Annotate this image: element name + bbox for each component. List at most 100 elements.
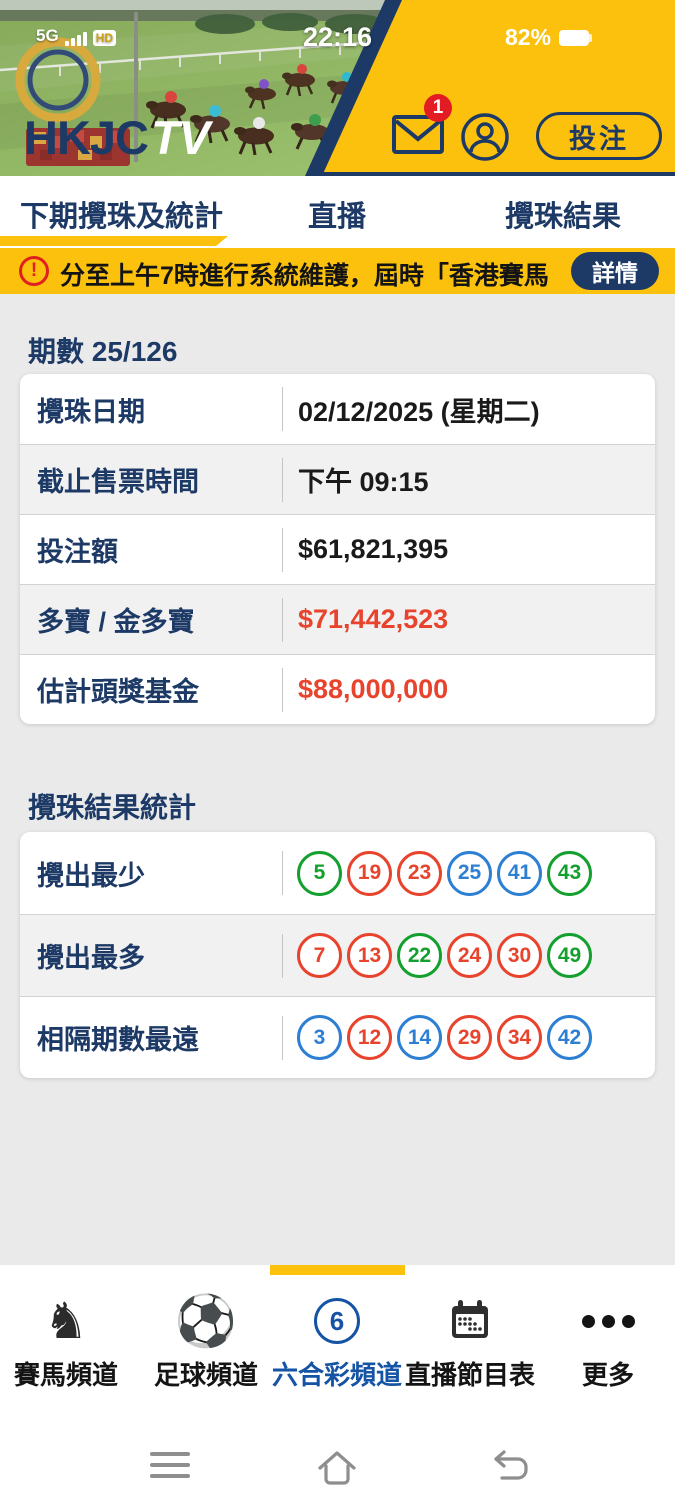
lottery-ball: 14	[397, 1015, 442, 1060]
row-value: $71,442,523	[298, 604, 449, 634]
notice-details-button[interactable]: 詳情	[571, 252, 659, 290]
battery-icon	[559, 29, 593, 46]
back-icon[interactable]	[490, 1447, 534, 1492]
row-label: 多寶 / 金多寶	[37, 607, 195, 637]
draw-info-table: 攪珠日期 02/12/2025 (星期二) 截止售票時間 下午 09:15 投注額 $61…	[20, 374, 655, 724]
tab-next-draw-stats[interactable]: 下期攪珠及統計	[20, 201, 224, 233]
lottery-ball: 25	[447, 850, 492, 896]
account-button[interactable]	[460, 112, 510, 167]
logo-hkjc-text: HKJC	[24, 111, 149, 164]
nav-item-calendar[interactable]: 直播節目表	[390, 1295, 550, 1392]
clock-time: 22:16	[303, 22, 373, 52]
lottery-ball: 41	[497, 850, 542, 896]
table-row: 攪出最少 5 19 23 25 41 43	[20, 832, 655, 914]
tab-draw-results[interactable]: 攪珠結果	[504, 201, 622, 233]
ball-list: 3 12 14 29 34 42	[283, 1015, 592, 1060]
active-tab-indicator	[0, 236, 228, 246]
row-label: 攪出最少	[37, 860, 145, 891]
network-type-label: 5G	[36, 26, 59, 45]
soccer-glyph: ⚽	[174, 1292, 238, 1350]
column-divider	[282, 527, 283, 572]
column-divider	[282, 457, 283, 502]
winning-post-arch	[15, 12, 138, 166]
active-channel-indicator	[270, 1265, 405, 1275]
nav-item-soccer[interactable]: ⚽ 足球頻道	[126, 1295, 286, 1392]
lottery-ball: 34	[497, 1015, 542, 1060]
table-row: 攪珠日期 02/12/2025 (星期二)	[20, 374, 655, 444]
more-dot	[581, 1314, 595, 1328]
app-header: HKJCTV 5G HD 22:16 82% 1	[0, 0, 675, 176]
section-tabbar: 下期攪珠及統計 直播 攪珠結果	[0, 176, 675, 248]
mail-icon	[392, 115, 444, 154]
more-icon	[581, 1295, 635, 1347]
more-dot	[601, 1314, 615, 1328]
lottery-ball: 12	[347, 1015, 392, 1060]
signal-strength-icon	[64, 32, 87, 46]
horse-icon: ♞	[44, 1295, 89, 1347]
battery-percent: 82%	[505, 24, 552, 50]
table-row: 攪出最多 7 13 22 24 30 49	[20, 914, 655, 996]
row-label: 截止售票時間	[37, 467, 199, 497]
calendar-icon	[447, 1295, 493, 1347]
menu-icon[interactable]	[150, 1447, 190, 1478]
row-label: 攪出最多	[37, 943, 145, 973]
more-dots	[581, 1314, 635, 1328]
table-row: 多寶 / 金多寶 $71,442,523	[20, 584, 655, 654]
lottery-ball: 22	[397, 933, 442, 978]
nav-item-label: 足球頻道	[153, 1360, 258, 1390]
table-row: 相隔期數最遠 3 12 14 29 34 42	[20, 996, 655, 1078]
table-row: 投注額 $61,821,395	[20, 514, 655, 584]
home-icon[interactable]	[315, 1447, 359, 1496]
bet-button[interactable]: 投注	[536, 112, 662, 160]
ball-list: 7 13 22 24 30 49	[283, 933, 592, 978]
android-navigation-bar	[0, 1437, 675, 1500]
column-divider	[282, 851, 283, 895]
nav-item-label: 更多	[581, 1360, 634, 1390]
inbox-button[interactable]: 1	[390, 94, 452, 161]
lottery-ball: 49	[547, 933, 592, 978]
nav-item-horse[interactable]: ♞ 賽馬頻道	[0, 1295, 146, 1392]
tab-live[interactable]: 直播	[307, 201, 367, 233]
nav-item-label: 賽馬頻道	[13, 1360, 118, 1390]
mark-six-circle: 6	[314, 1298, 360, 1344]
lottery-ball: 5	[297, 850, 342, 896]
row-label: 估計頭獎基金	[37, 677, 199, 707]
soccer-icon: ⚽	[175, 1295, 237, 1347]
nav-item-label: 六合彩頻道	[271, 1360, 402, 1390]
nav-item-mark-six[interactable]: 6 六合彩頻道	[257, 1295, 417, 1392]
draw-stats-title: 攪珠結果統計	[28, 792, 197, 823]
hkjc-tv-logo: HKJCTV	[24, 110, 210, 165]
lottery-ball: 7	[297, 933, 342, 978]
column-divider	[282, 387, 283, 431]
nav-item-label: 直播節目表	[404, 1360, 535, 1390]
logo-tv-text: TV	[150, 111, 210, 164]
row-value: $88,000,000	[298, 674, 449, 704]
notice-text: 分至上午7時進行系統維護，屆時「香港賽馬	[60, 262, 549, 290]
row-label: 投注額	[37, 537, 118, 567]
bet-button-label: 投注	[569, 123, 629, 154]
table-row: 截止售票時間 下午 09:15	[20, 444, 655, 514]
row-value: 下午 09:15	[298, 467, 429, 497]
mark-six-icon: 6	[314, 1295, 360, 1347]
lottery-ball: 19	[347, 850, 392, 896]
draw-stats-table: 攪出最少 5 19 23 25 41 43 攪出最多 7 13 22 24 30 49 相隔期數最遠 3 12 1…	[20, 832, 655, 1078]
more-dot	[621, 1314, 635, 1328]
lottery-ball: 43	[547, 850, 592, 896]
lottery-ball: 42	[547, 1015, 592, 1060]
status-bar: 5G HD 22:16 82%	[0, 0, 675, 60]
lottery-ball: 3	[297, 1015, 342, 1060]
alert-icon: !	[19, 256, 49, 286]
lottery-ball: 13	[347, 933, 392, 978]
column-divider	[282, 1015, 283, 1060]
row-value: $61,821,395	[298, 534, 449, 564]
row-label: 攪珠日期	[37, 396, 145, 427]
column-divider	[282, 597, 283, 642]
maintenance-notice-banner: ! 分至上午7時進行系統維護，屆時「香港賽馬 詳情	[0, 248, 675, 294]
draw-period-title: 期數 25/126	[28, 336, 178, 367]
header-bottom-border	[310, 172, 675, 176]
lottery-ball: 29	[447, 1015, 492, 1060]
table-row: 估計頭獎基金 $88,000,000	[20, 654, 655, 724]
nav-item-more[interactable]: 更多	[528, 1295, 675, 1392]
ball-list: 5 19 23 25 41 43	[283, 850, 592, 896]
